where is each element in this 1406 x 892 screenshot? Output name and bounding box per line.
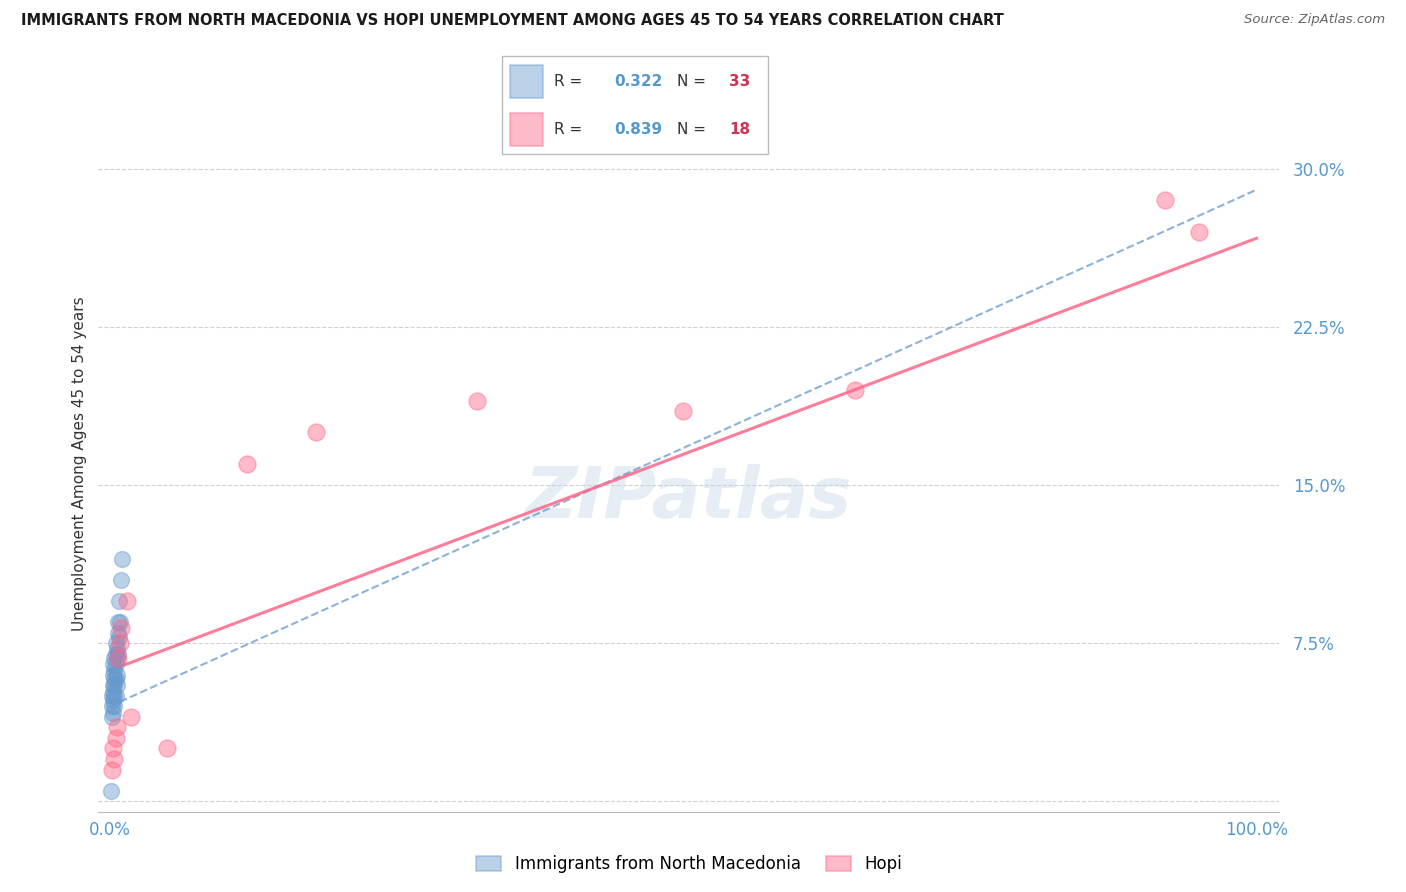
- Text: N =: N =: [678, 74, 711, 88]
- Point: [103, 684, 125, 698]
- Point: [103, 741, 125, 756]
- Point: [156, 741, 179, 756]
- Point: [107, 650, 129, 665]
- Text: IMMIGRANTS FROM NORTH MACEDONIA VS HOPI UNEMPLOYMENT AMONG AGES 45 TO 54 YEARS C: IMMIGRANTS FROM NORTH MACEDONIA VS HOPI …: [21, 13, 1004, 29]
- Point: [108, 636, 131, 650]
- Point: [107, 625, 129, 640]
- Point: [103, 657, 125, 672]
- Point: [1153, 194, 1175, 208]
- Point: [104, 731, 127, 745]
- Point: [104, 657, 127, 672]
- Point: [105, 678, 128, 692]
- Point: [100, 783, 122, 797]
- Point: [108, 615, 131, 629]
- Text: 0.322: 0.322: [614, 74, 662, 88]
- Point: [236, 457, 259, 471]
- Point: [103, 678, 125, 692]
- Point: [672, 404, 695, 418]
- Text: 18: 18: [730, 122, 751, 137]
- Point: [103, 650, 125, 665]
- Text: 0.839: 0.839: [614, 122, 662, 137]
- Point: [104, 689, 127, 703]
- Text: N =: N =: [678, 122, 711, 137]
- FancyBboxPatch shape: [510, 65, 543, 97]
- Point: [110, 621, 132, 635]
- Text: 33: 33: [730, 74, 751, 88]
- FancyBboxPatch shape: [510, 113, 543, 145]
- Point: [101, 710, 124, 724]
- Point: [104, 636, 127, 650]
- Point: [107, 647, 129, 661]
- Text: ZIPatlas: ZIPatlas: [526, 464, 852, 533]
- Legend: Immigrants from North Macedonia, Hopi: Immigrants from North Macedonia, Hopi: [470, 848, 908, 880]
- Point: [104, 647, 127, 661]
- Point: [115, 594, 138, 608]
- FancyBboxPatch shape: [502, 55, 768, 154]
- Point: [103, 752, 125, 766]
- Point: [101, 689, 124, 703]
- Point: [101, 699, 124, 714]
- Point: [103, 706, 125, 720]
- Point: [465, 393, 488, 408]
- Point: [108, 594, 131, 608]
- Point: [105, 650, 128, 665]
- Point: [844, 383, 866, 397]
- Point: [103, 678, 125, 692]
- Point: [103, 667, 125, 681]
- Point: [120, 710, 142, 724]
- Point: [108, 630, 131, 644]
- Point: [305, 425, 328, 440]
- Point: [105, 642, 128, 657]
- Text: R =: R =: [554, 122, 588, 137]
- Y-axis label: Unemployment Among Ages 45 to 54 years: Unemployment Among Ages 45 to 54 years: [72, 296, 87, 632]
- Point: [104, 672, 127, 686]
- Point: [107, 615, 129, 629]
- Point: [103, 672, 125, 686]
- Point: [103, 689, 125, 703]
- Point: [103, 664, 125, 678]
- Text: Source: ZipAtlas.com: Source: ZipAtlas.com: [1244, 13, 1385, 27]
- Point: [110, 573, 132, 587]
- Point: [111, 551, 134, 566]
- Text: R =: R =: [554, 74, 588, 88]
- Point: [105, 720, 128, 734]
- Point: [1188, 225, 1211, 239]
- Point: [105, 667, 128, 681]
- Point: [101, 763, 124, 777]
- Point: [103, 693, 125, 707]
- Point: [103, 699, 125, 714]
